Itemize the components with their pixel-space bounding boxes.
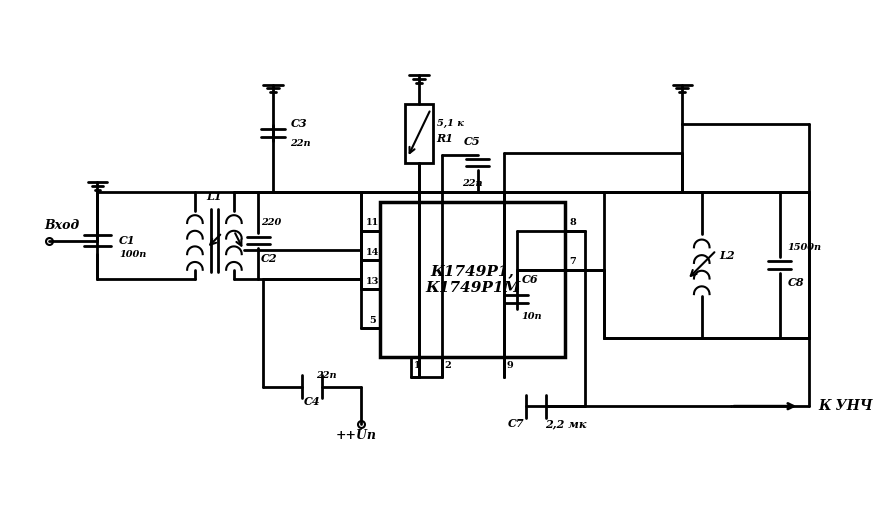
Text: 8: 8 [569,218,576,227]
Text: 2: 2 [443,361,450,370]
Text: 10п: 10п [521,312,542,321]
Text: 22п: 22п [290,138,311,148]
Text: C1: C1 [119,235,135,246]
Text: 5: 5 [369,316,375,325]
Text: 1: 1 [413,361,420,370]
Text: К1749Р1,
К1749Р1М: К1749Р1, К1749Р1М [425,264,520,295]
Text: 11: 11 [365,218,378,227]
Text: К УНЧ: К УНЧ [817,399,872,413]
Text: 100п: 100п [119,250,146,258]
Text: 7: 7 [569,257,576,266]
Bar [405,104,432,163]
Text: 22п: 22п [462,179,483,188]
Text: Вход: Вход [44,219,79,232]
Text: 14: 14 [365,248,378,257]
Text: C7: C7 [507,418,524,429]
Text: R1: R1 [436,133,453,144]
Text: 22п: 22п [316,371,336,380]
Text: C3: C3 [290,118,306,129]
Text: 13: 13 [365,277,378,286]
Text: 5,1 к: 5,1 к [436,119,463,128]
Text: C5: C5 [464,136,480,147]
Text: C2: C2 [261,253,277,264]
Text: C6: C6 [521,274,537,285]
Text: 220: 220 [261,218,281,227]
Text: 9: 9 [506,361,512,370]
Text: L2: L2 [718,250,734,261]
Text: ++Uп: ++Uп [335,429,376,442]
Bar [379,202,565,357]
Text: L1: L1 [206,191,222,202]
Text: 2,2 мк: 2,2 мк [544,418,586,429]
Text: C4: C4 [303,396,320,407]
Text: 1500п: 1500п [787,243,821,252]
Bar [603,192,808,338]
Text: C8: C8 [787,277,803,288]
